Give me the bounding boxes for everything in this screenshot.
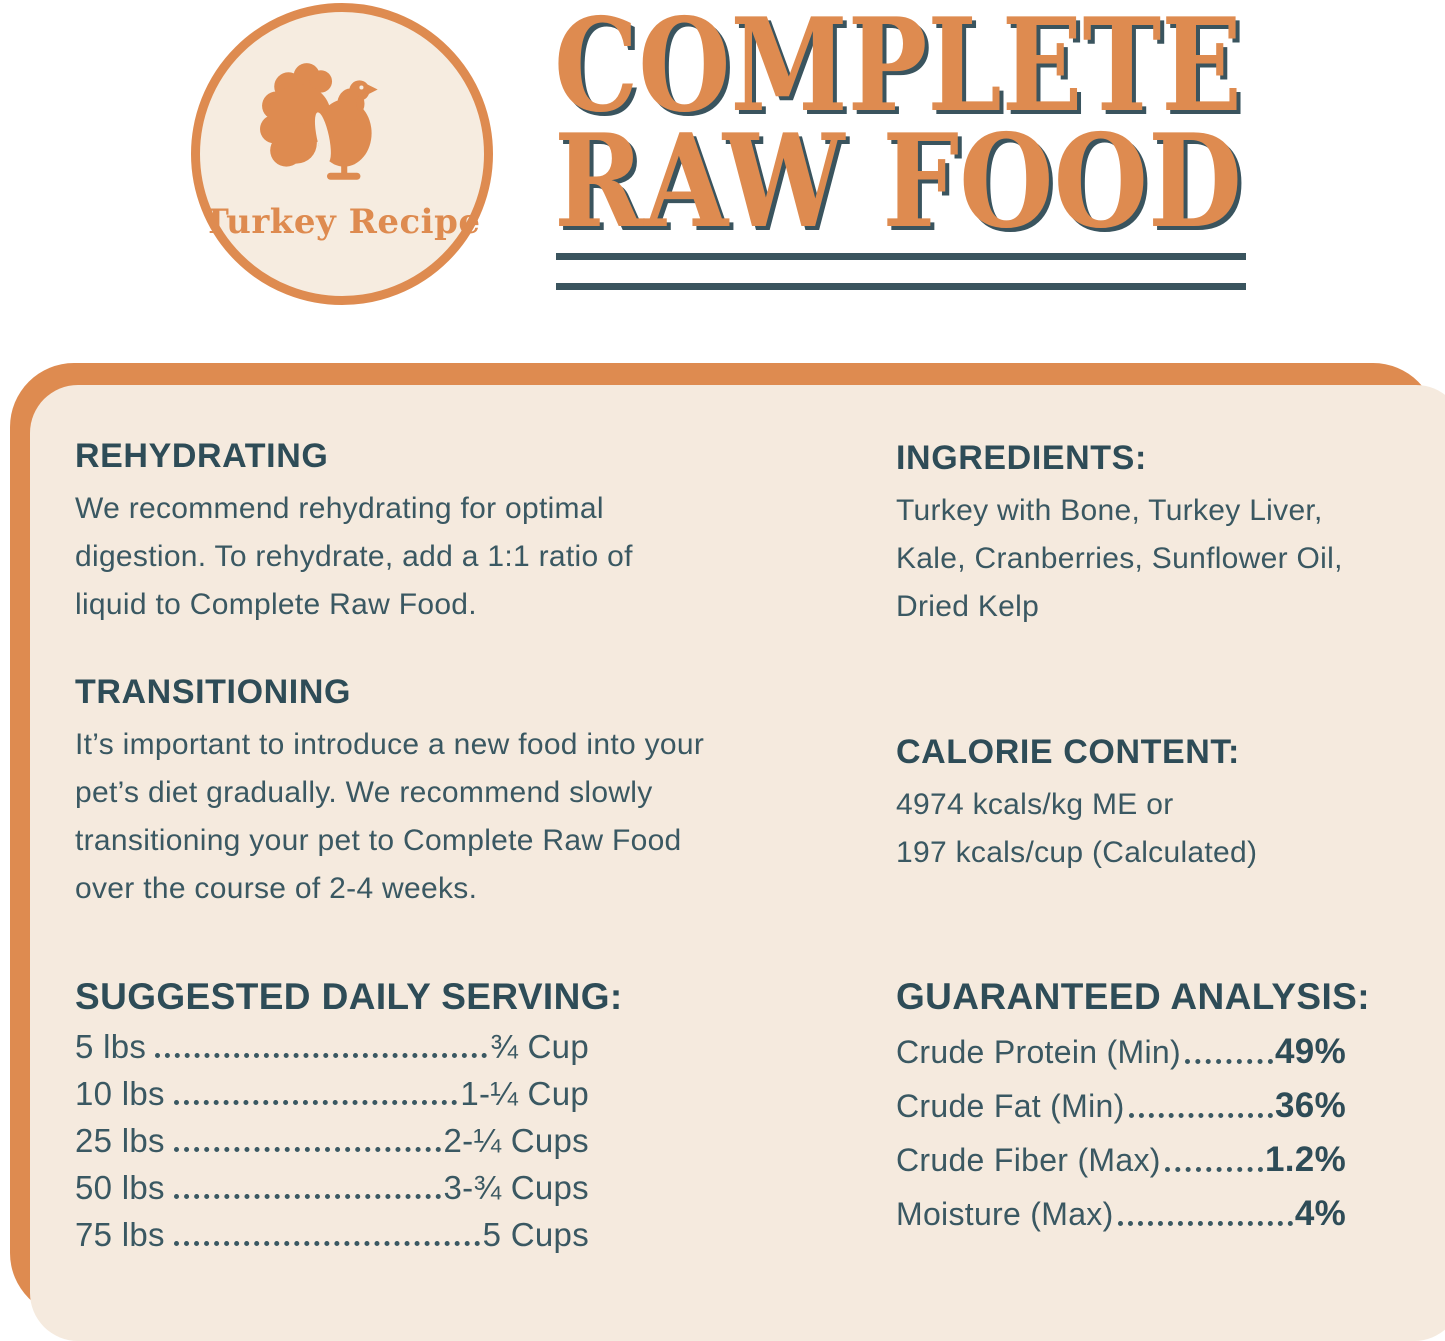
serving-amount: ¾ Cup: [490, 1028, 589, 1065]
ingredients-heading: INGREDIENTS:: [896, 439, 1147, 477]
brand-logo-badge: Turkey Recipe: [191, 3, 493, 305]
ingredients-list: Turkey with Bone, Turkey Liver, Kale, Cr…: [896, 487, 1444, 631]
leader-dots: [173, 1194, 441, 1199]
serving-row: 10 lbs 1-¼ Cup: [75, 1075, 589, 1113]
panel-guaranteed-analysis: GUARANTEED ANALYSIS: Crude Protein (Min)…: [869, 932, 1445, 1341]
analysis-value: 1.2%: [1265, 1140, 1346, 1179]
analysis-row: Crude Fiber (Max) 1.2%: [896, 1140, 1346, 1180]
analysis-label: Moisture (Max): [896, 1196, 1114, 1232]
leader-dots: [173, 1100, 458, 1105]
page-title: COMPLETE COMPLETE RAW FOOD RAW FOOD: [554, 10, 1246, 246]
page-title-line2: RAW FOOD: [554, 107, 1242, 246]
panel-calorie-content: CALORIE CONTENT: 4974 kcals/kg ME or 197…: [869, 679, 1445, 970]
ingredients-line: Kale, Cranberries, Sunflower Oil,: [896, 542, 1343, 575]
transitioning-paragraph: It’s important to introduce a new food i…: [75, 721, 891, 913]
transitioning-line: pet’s diet gradually. We recommend slowl…: [75, 776, 653, 809]
serving-row: 50 lbs 3-¾ Cups: [75, 1169, 589, 1207]
serving-row: 5 lbs ¾ Cup: [75, 1028, 589, 1066]
analysis-label: Crude Protein (Min): [896, 1034, 1181, 1070]
page-title-line2-shadow: RAW FOOD: [558, 111, 1246, 246]
analysis-heading: GUARANTEED ANALYSIS:: [896, 976, 1370, 1017]
panel-ingredients: INGREDIENTS: Turkey with Bone, Turkey Li…: [869, 385, 1445, 715]
calorie-line: 197 kcals/cup (Calculated): [896, 836, 1258, 869]
leader-dots: [1117, 1221, 1293, 1226]
serving-amount: 1-¼ Cup: [460, 1075, 589, 1112]
rehydrating-paragraph: We recommend rehydrating for optimal dig…: [75, 485, 891, 629]
analysis-value: 49%: [1275, 1032, 1346, 1071]
serving-amount: 5 Cups: [482, 1216, 589, 1253]
title-underline-top: [556, 253, 1246, 260]
leader-dots: [1128, 1113, 1274, 1118]
calorie-values: 4974 kcals/kg ME or 197 kcals/cup (Calcu…: [896, 781, 1444, 877]
page-title-line1: COMPLETE: [554, 10, 1242, 141]
transitioning-heading: TRANSITIONING: [75, 673, 352, 711]
analysis-label: Crude Fiber (Max): [896, 1142, 1161, 1178]
leader-dots: [173, 1147, 441, 1152]
calorie-line: 4974 kcals/kg ME or: [896, 788, 1174, 821]
logo-label: Turkey Recipe: [203, 202, 481, 242]
turkey-icon: [260, 63, 378, 180]
serving-weight: 10 lbs: [75, 1075, 165, 1112]
ingredients-line: Dried Kelp: [896, 590, 1040, 623]
serving-weight: 25 lbs: [75, 1122, 165, 1159]
serving-weight: 5 lbs: [75, 1028, 147, 1065]
serving-amount: 2-¼ Cups: [443, 1122, 589, 1159]
transitioning-line: It’s important to introduce a new food i…: [75, 728, 705, 761]
leader-dots: [1164, 1167, 1264, 1172]
serving-row: 25 lbs 2-¼ Cups: [75, 1122, 589, 1160]
analysis-row: Crude Protein (Min) 49%: [896, 1032, 1346, 1072]
ingredients-line: Turkey with Bone, Turkey Liver,: [896, 494, 1323, 527]
analysis-row: Crude Fat (Min) 36%: [896, 1086, 1346, 1126]
rehydrating-line: We recommend rehydrating for optimal: [75, 492, 604, 525]
info-sheet: REHYDRATING We recommend rehydrating for…: [10, 363, 1445, 1341]
analysis-row: Moisture (Max) 4%: [896, 1194, 1346, 1234]
leader-dots: [173, 1241, 480, 1246]
rehydrating-line: liquid to Complete Raw Food.: [75, 588, 477, 621]
panel-rehydrating-transitioning: REHYDRATING We recommend rehydrating for…: [30, 385, 931, 968]
panel-suggested-serving: SUGGESTED DAILY SERVING: 5 lbs ¾ Cup 10 …: [30, 932, 931, 1341]
serving-heading: SUGGESTED DAILY SERVING:: [75, 976, 623, 1017]
leader-dots: [1184, 1059, 1274, 1064]
serving-row: 75 lbs 5 Cups: [75, 1216, 589, 1254]
transitioning-line: over the course of 2-4 weeks.: [75, 872, 478, 905]
analysis-value: 36%: [1275, 1086, 1346, 1125]
serving-weight: 75 lbs: [75, 1216, 165, 1253]
analysis-label: Crude Fat (Min): [896, 1088, 1125, 1124]
serving-amount: 3-¾ Cups: [443, 1169, 589, 1206]
serving-table: 5 lbs ¾ Cup 10 lbs 1-¼ Cup 25 lbs 2-¼ Cu…: [75, 1028, 589, 1254]
analysis-value: 4%: [1294, 1194, 1346, 1233]
page-title-line1-shadow: COMPLETE: [558, 10, 1246, 145]
rehydrating-line: digestion. To rehydrate, add a 1:1 ratio…: [75, 540, 633, 573]
transitioning-line: transitioning your pet to Complete Raw F…: [75, 824, 682, 857]
rehydrating-heading: REHYDRATING: [75, 437, 329, 475]
title-underline-bottom: [556, 283, 1246, 290]
leader-dots: [155, 1053, 488, 1058]
analysis-table: Crude Protein (Min) 49% Crude Fat (Min) …: [896, 1032, 1346, 1234]
serving-weight: 50 lbs: [75, 1169, 165, 1206]
calorie-heading: CALORIE CONTENT:: [896, 733, 1240, 771]
